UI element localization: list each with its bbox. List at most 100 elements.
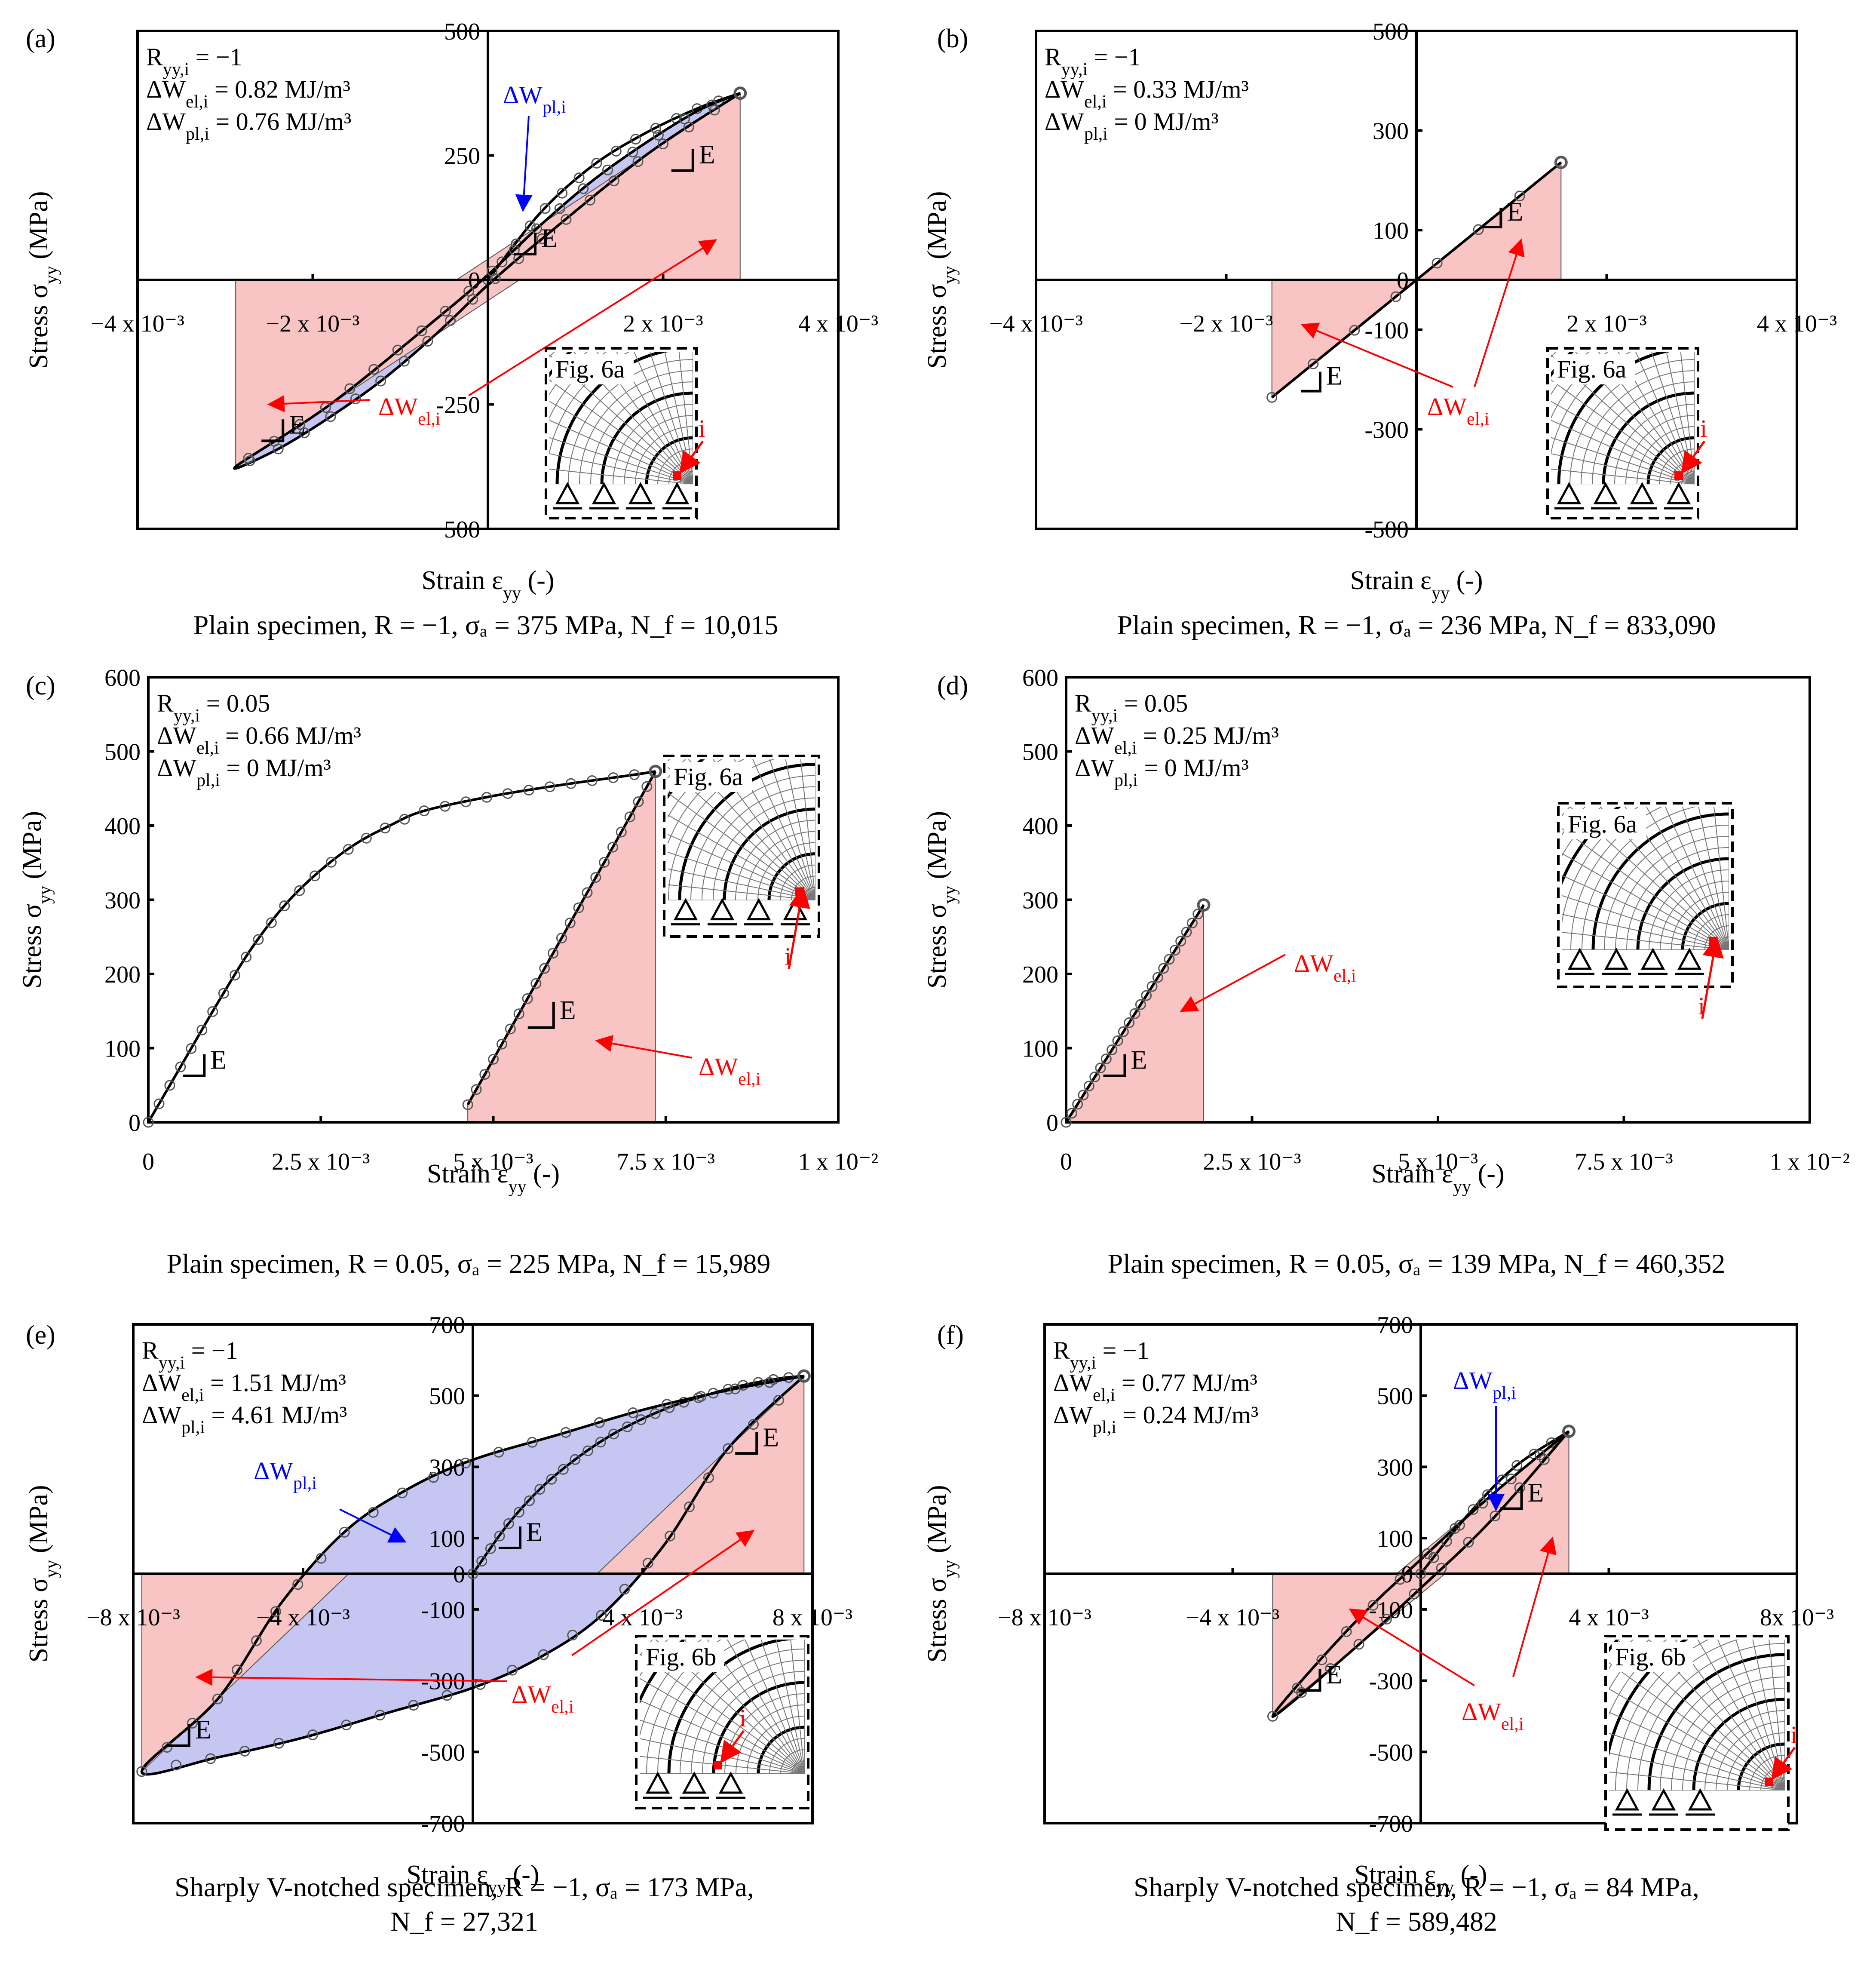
data-point-marker bbox=[241, 952, 252, 963]
data-point-marker bbox=[608, 1428, 619, 1440]
data-point-marker bbox=[653, 129, 664, 141]
mesh-ray bbox=[1562, 895, 1729, 950]
y-tick-label: 300 bbox=[1022, 888, 1058, 914]
data-point-marker bbox=[1135, 999, 1146, 1010]
slope-label: E bbox=[699, 140, 715, 169]
y-tick-label: 400 bbox=[104, 813, 141, 840]
support-triangle-icon bbox=[718, 1771, 743, 1794]
series-curve bbox=[1419, 1430, 1570, 1575]
y-tick-label: -500 bbox=[421, 1739, 465, 1766]
mesh-ray bbox=[1609, 1662, 1785, 1790]
data-point-marker bbox=[665, 1530, 676, 1542]
panel-caption-line2: N_f = 589,482 bbox=[1336, 1906, 1497, 1937]
dW-pl-label: ΔWpl,i bbox=[503, 81, 566, 117]
annotation-dW-pl: ΔWpl,i = 4.61 MJ/m³ bbox=[142, 1401, 347, 1437]
x-tick-label: 5 x 10⁻³ bbox=[1398, 1149, 1478, 1175]
data-point-marker bbox=[1107, 1044, 1118, 1056]
mesh-ray bbox=[1609, 1711, 1785, 1790]
elastic-energy-area bbox=[467, 770, 656, 1123]
data-point-marker bbox=[565, 778, 576, 789]
data-point-marker bbox=[619, 1584, 630, 1595]
data-point-marker bbox=[309, 870, 320, 881]
data-point-marker bbox=[642, 1557, 653, 1569]
point-i-arrow bbox=[1771, 1747, 1796, 1781]
y-tick-label: 100 bbox=[429, 1526, 465, 1552]
data-point-marker bbox=[1390, 291, 1401, 302]
y-tick-label: 100 bbox=[104, 1036, 141, 1063]
slope-triangle bbox=[527, 1001, 555, 1029]
data-point-marker bbox=[513, 1507, 524, 1518]
data-point-marker bbox=[339, 1526, 350, 1538]
series-curve bbox=[233, 92, 741, 470]
panel-b: −4 x 10⁻³ −2 x 10⁻³ 2 x 10⁻³ 4 x 10⁻³ 500 300… bbox=[923, 18, 1837, 640]
annotation-dW-pl: ΔWpl,i = 0 MJ/m³ bbox=[1045, 107, 1219, 144]
data-point-marker bbox=[299, 427, 310, 438]
data-point-marker bbox=[187, 1717, 198, 1729]
data-point-marker bbox=[230, 970, 241, 981]
data-point-marker bbox=[325, 411, 336, 422]
data-point-marker bbox=[607, 841, 618, 853]
dW-el-arrow bbox=[1349, 1608, 1475, 1686]
data-point-marker bbox=[1181, 927, 1192, 938]
data-point-marker bbox=[629, 769, 640, 780]
data-point-marker bbox=[1511, 1460, 1523, 1471]
mesh-ray bbox=[1698, 807, 1729, 950]
data-point-marker bbox=[594, 1417, 605, 1428]
y-tick-label: -300 bbox=[1364, 417, 1409, 443]
data-point-marker bbox=[585, 194, 596, 206]
data-point-marker bbox=[1463, 1537, 1474, 1548]
mesh-ray bbox=[655, 1640, 805, 1774]
point-i-label: i bbox=[785, 943, 791, 970]
data-point-marker bbox=[735, 88, 746, 99]
panel-caption: Plain specimen, R = −1, σₐ = 236 MPa, N_… bbox=[1117, 610, 1716, 640]
data-point-marker bbox=[1450, 1523, 1461, 1534]
data-point-marker bbox=[368, 364, 380, 375]
data-point-marker bbox=[544, 781, 555, 792]
mesh-grid bbox=[668, 759, 815, 900]
support-triangle-icon bbox=[682, 1771, 707, 1794]
support-triangle-icon bbox=[783, 898, 808, 921]
slope-label: E bbox=[541, 224, 558, 253]
mesh-ray bbox=[769, 759, 815, 900]
dW-el-arrow bbox=[1180, 954, 1286, 1012]
data-point-marker bbox=[445, 315, 456, 326]
x-tick-label: 4 x 10⁻³ bbox=[1757, 310, 1837, 337]
data-point-marker bbox=[1267, 1711, 1278, 1722]
data-point-marker bbox=[292, 1579, 303, 1590]
mesh-ray bbox=[1769, 1640, 1785, 1790]
data-point-marker bbox=[1325, 1663, 1336, 1674]
data-point-marker bbox=[1514, 1482, 1525, 1493]
data-point-marker bbox=[143, 1117, 154, 1128]
mesh-ray bbox=[549, 453, 693, 485]
data-point-marker bbox=[684, 1501, 695, 1512]
point-i-marker bbox=[1674, 471, 1683, 480]
data-point-marker bbox=[350, 393, 361, 404]
peak-point bbox=[733, 86, 747, 100]
data-point-marker bbox=[596, 1610, 607, 1621]
panel-caption: Sharply V-notched specimen, R = −1, σₐ =… bbox=[175, 1872, 754, 1902]
peak-point bbox=[649, 765, 662, 778]
y-tick-label: 600 bbox=[1022, 665, 1058, 691]
slope-label: E bbox=[289, 411, 305, 440]
point-i-label: i bbox=[699, 415, 705, 442]
mesh-ray bbox=[1551, 468, 1695, 485]
mesh-ray bbox=[1609, 1753, 1785, 1790]
data-point-marker bbox=[1266, 392, 1278, 403]
dW-el-arrow bbox=[571, 1530, 755, 1656]
slope-triangle bbox=[261, 419, 285, 442]
mesh-ray bbox=[733, 759, 815, 900]
inset-label-bg bbox=[670, 762, 752, 792]
panel-a: −4 x 10⁻³ −2 x 10⁻³ 2 x 10⁻³ 4 x 10⁻³ 500 250… bbox=[24, 18, 878, 640]
mesh-ray bbox=[640, 1699, 805, 1774]
data-point-marker bbox=[599, 857, 610, 868]
y-tick-label: 400 bbox=[1022, 813, 1058, 840]
dW-el-arrow bbox=[1474, 238, 1525, 387]
data-point-marker bbox=[773, 1394, 784, 1406]
dW-el-arrow bbox=[595, 1035, 693, 1059]
x-tick-label: −4 x 10⁻³ bbox=[989, 310, 1083, 337]
annotation-R: Ryy,i = −1 bbox=[142, 1336, 238, 1373]
panel-caption: Sharply V-notched specimen, R = −1, σₐ =… bbox=[1134, 1872, 1699, 1902]
mesh-ray bbox=[1648, 1640, 1785, 1790]
mesh-ray bbox=[640, 1738, 805, 1774]
data-point-marker bbox=[1409, 1588, 1420, 1600]
